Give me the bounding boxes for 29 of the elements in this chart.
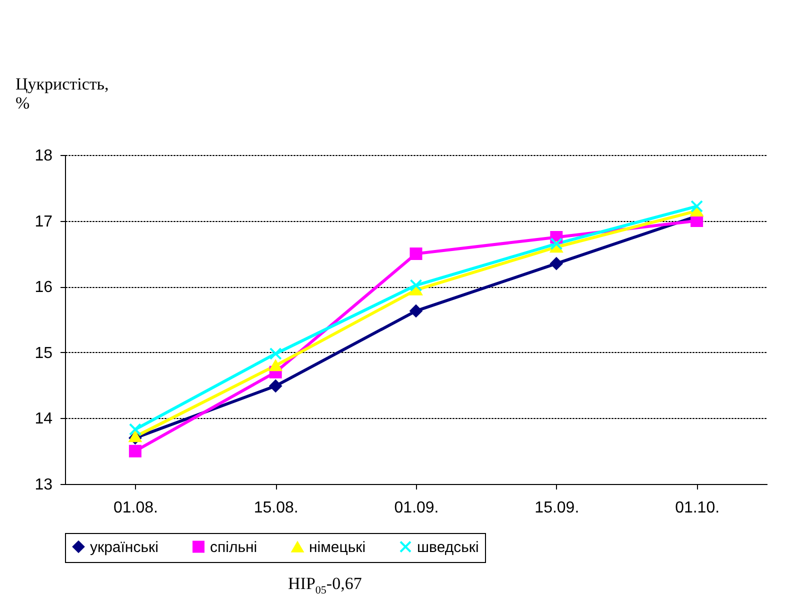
y-tick-label: 18 <box>34 148 53 164</box>
y-tick-label: 14 <box>34 410 53 428</box>
x-tick-label: 01.08. <box>113 500 158 516</box>
y-tick-label: 16 <box>34 279 53 296</box>
point <box>128 431 142 442</box>
legend-label: українські <box>90 538 158 556</box>
y-tick-label: 13 <box>34 476 53 494</box>
point <box>410 304 422 318</box>
point <box>128 444 142 458</box>
x-tick-label: 01.10. <box>675 500 720 516</box>
point <box>128 423 142 436</box>
point <box>410 279 422 292</box>
y-axis-title: Цукристість, % <box>16 74 109 112</box>
point <box>269 380 282 392</box>
legend-label: шведські <box>417 538 479 556</box>
y-tick-label: 15 <box>34 344 53 362</box>
x-tick-label: 01.09. <box>394 500 439 516</box>
point <box>269 360 282 372</box>
point <box>550 257 563 270</box>
point <box>269 347 282 360</box>
y-tick-label: 17 <box>34 213 53 230</box>
legend-label: німецькі <box>309 539 366 556</box>
point <box>410 247 422 260</box>
text: HIP$_{05}$-0,67 <box>288 574 362 596</box>
point <box>550 238 563 250</box>
x-tick-label: 15.09. <box>534 500 580 516</box>
point <box>690 200 704 213</box>
x-tick-label: 15.08. <box>254 500 298 516</box>
legend-label: спільні <box>210 538 258 556</box>
